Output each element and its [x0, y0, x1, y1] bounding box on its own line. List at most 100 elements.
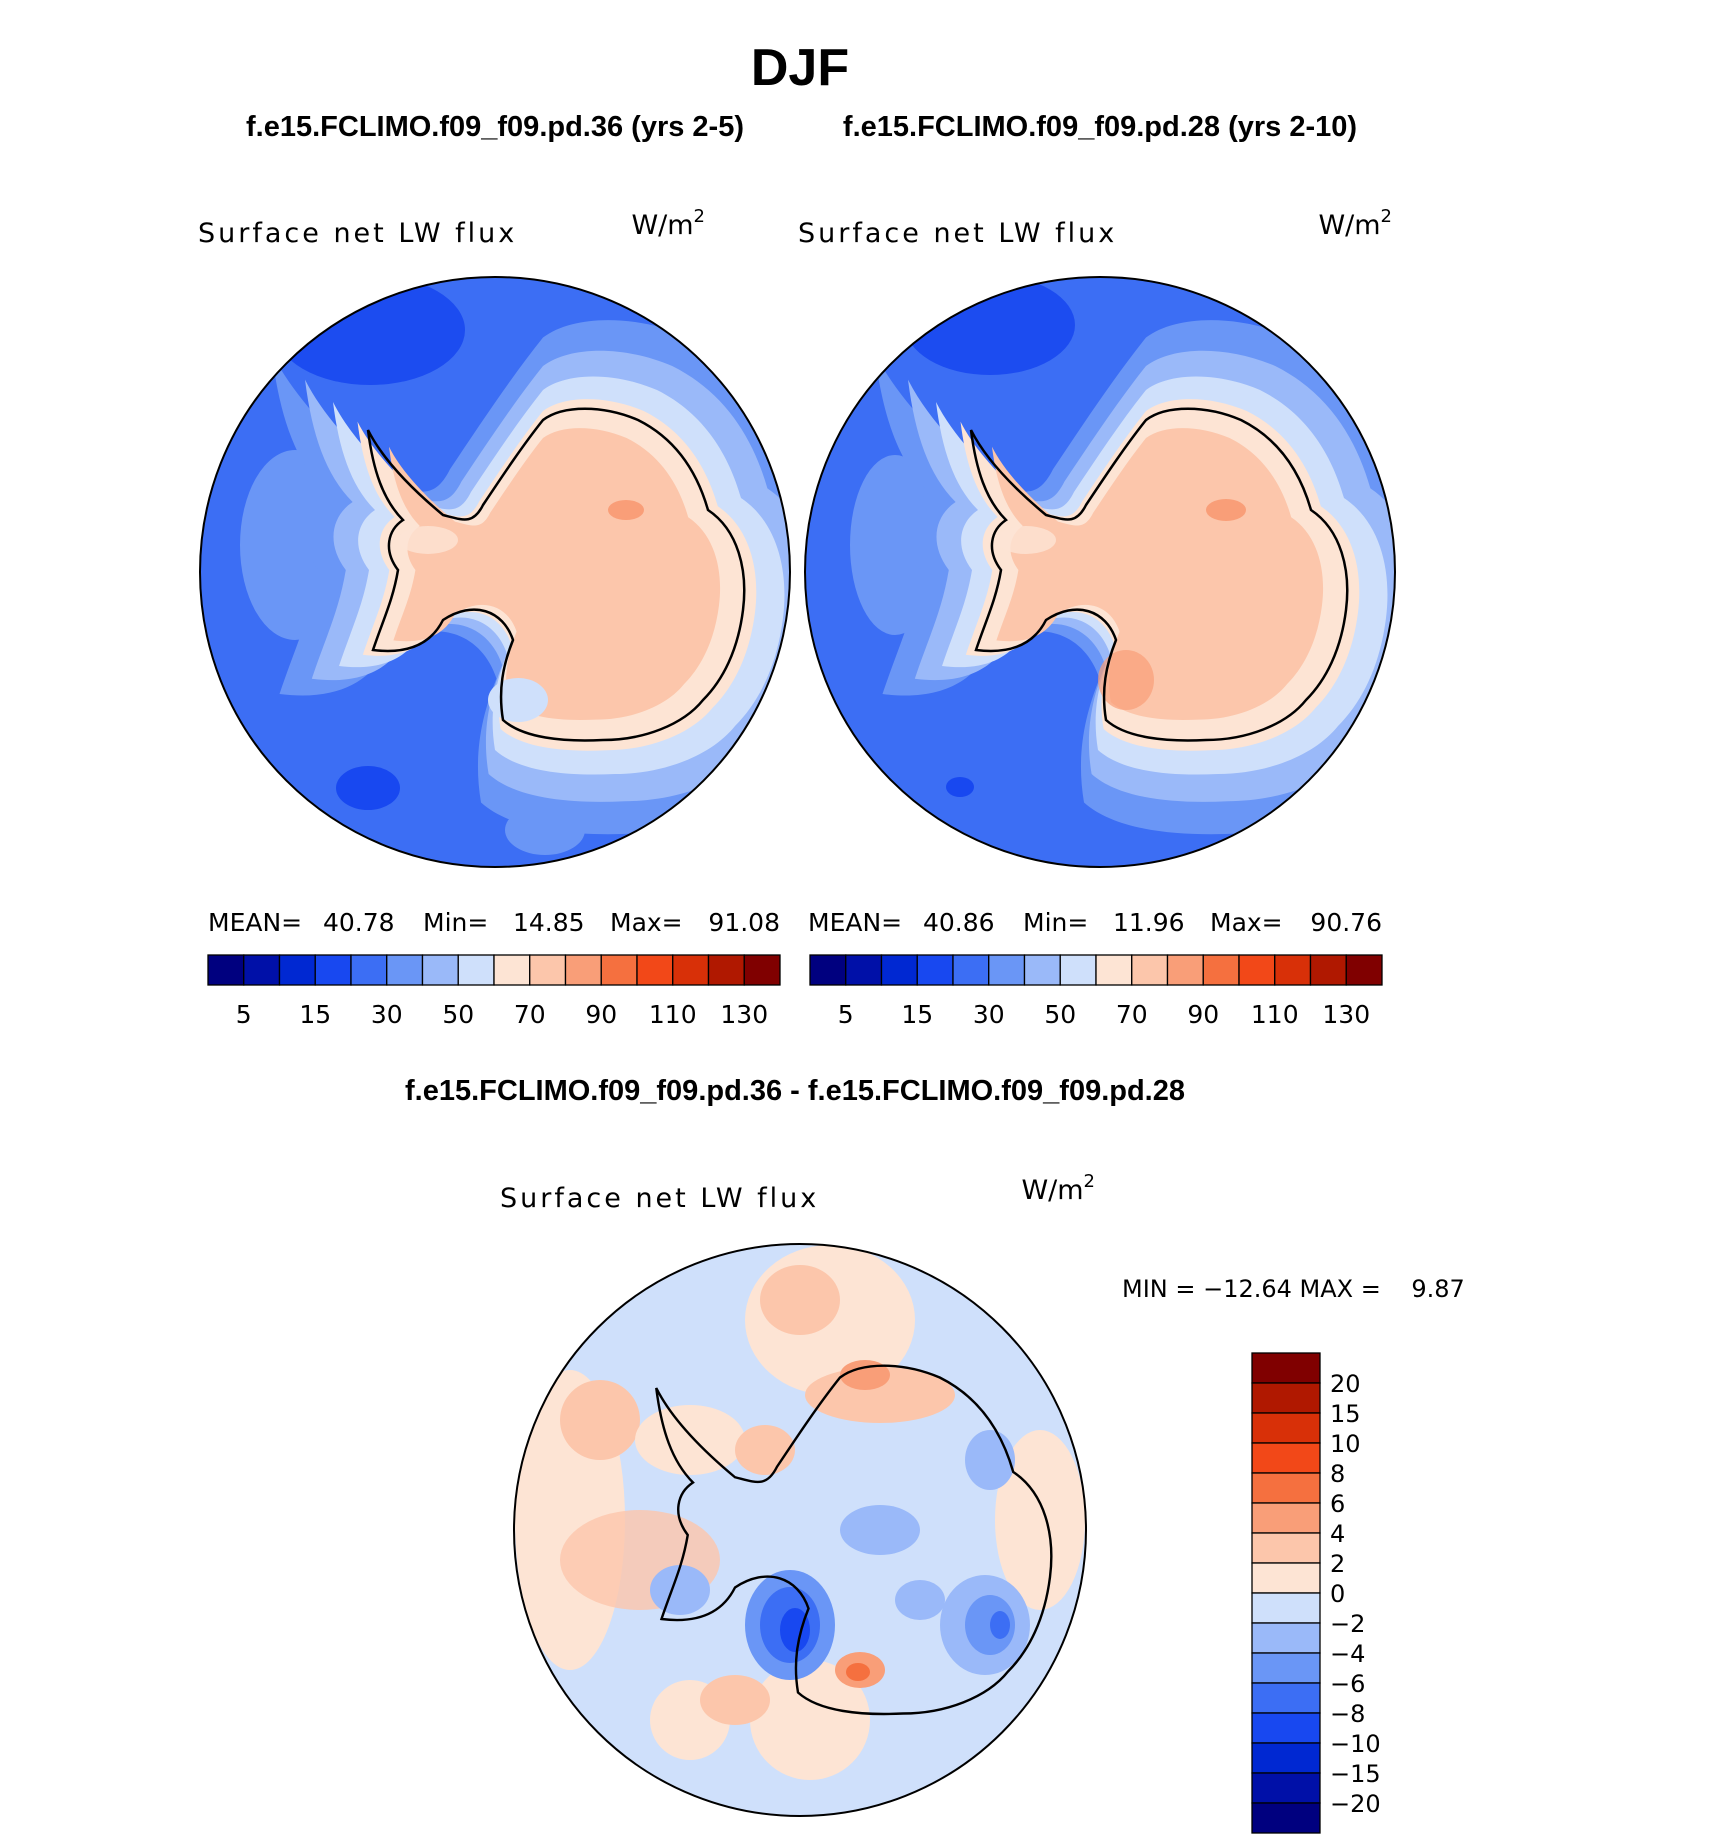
panel-b-colorbar-tick-label: 15 [901, 1000, 933, 1029]
panel-b-colorbar-swatch [809, 954, 847, 986]
panel-a-colorbar-tick-label: 130 [720, 1000, 768, 1029]
panel-b-colorbar-tick-label: 90 [1187, 1000, 1219, 1029]
panel-diff-case-title: f.e15.FCLIMO.f09_f09.pd.36 - f.e15.FCLIM… [405, 1075, 1185, 1107]
panel-diff-colorbar-tick-label: −15 [1330, 1760, 1381, 1788]
panel-a-colorbar-swatch [207, 954, 245, 986]
panel-b-colorbar-swatch [988, 954, 1026, 986]
panel-b-colorbar-tick-label: 130 [1322, 1000, 1370, 1029]
panel-b-map-border [804, 276, 1396, 868]
panel-diff-colorbar-swatch [1251, 1502, 1321, 1534]
panel-diff-colorbar-tick-label: −4 [1330, 1640, 1365, 1668]
panel-a-colorbar-tick-label: 70 [514, 1000, 546, 1029]
panel-diff-colorbar-swatch [1251, 1772, 1321, 1804]
panel-diff-colorbar-tick-label: 15 [1330, 1400, 1361, 1428]
panel-diff-colorbar-swatch [1251, 1652, 1321, 1684]
panel-diff-colorbar-tick-label: 10 [1330, 1430, 1361, 1458]
panel-b-colorbar-swatch [880, 954, 918, 986]
panel-diff-map-border [513, 1243, 1087, 1817]
panel-b-colorbar-swatch [1095, 954, 1133, 986]
panel-diff-colorbar-swatch [1251, 1712, 1321, 1744]
panel-b-colorbar-tick-label: 70 [1116, 1000, 1148, 1029]
panel-a-map-border [199, 276, 791, 868]
panel-diff: f.e15.FCLIMO.f09_f09.pd.36 - f.e15.FCLIM… [405, 1075, 1465, 1834]
figure-title: DJF [751, 39, 849, 97]
panel-diff-colorbar-tick-label: −10 [1330, 1730, 1381, 1758]
panel-b-colorbar-swatch [1345, 954, 1383, 986]
panel-b-mean-label: MEAN= [808, 908, 902, 937]
panel-b-colorbar-swatch [952, 954, 990, 986]
panel-diff-colorbar-tick-label: −6 [1330, 1670, 1365, 1698]
panel-a-colorbar-swatch [707, 954, 745, 986]
panel-b-colorbar-tick-label: 110 [1251, 1000, 1299, 1029]
panel-diff-colorbar-tick-label: −2 [1330, 1610, 1365, 1638]
panel-b-colorbar-swatch [1166, 954, 1204, 986]
panel-a-colorbar-swatch [421, 954, 459, 986]
panel-diff-colorbar-swatch [1251, 1352, 1321, 1384]
panel-b-colorbar-swatch [1059, 954, 1097, 986]
panel-b-colorbar-tick-label: 30 [973, 1000, 1005, 1029]
panel-a-colorbar-tick-label: 5 [236, 1000, 252, 1029]
panel-b-colorbar-swatch [1238, 954, 1276, 986]
panel-diff-colorbar-tick-label: 8 [1330, 1460, 1345, 1488]
panel-a-colorbar-swatch [564, 954, 602, 986]
panel-a-colorbar-swatch [314, 954, 352, 986]
panel-b-colorbar-swatch [1274, 954, 1312, 986]
panel-a-colorbar: 5 15 30 50 70 90 110 130 [207, 954, 781, 1029]
panel-b-colorbar-tick-label: 5 [838, 1000, 854, 1029]
panel-b-case-title: f.e15.FCLIMO.f09_f09.pd.28 (yrs 2-10) [843, 111, 1357, 143]
panel-a-colorbar-swatch [636, 954, 674, 986]
panel-a-colorbar-swatch [350, 954, 388, 986]
panel-a-colorbar-swatch [600, 954, 638, 986]
panel-a-units: W/m2 [631, 206, 705, 241]
panel-a-field-label: Surface net LW flux [198, 218, 517, 249]
panel-a-map [200, 277, 790, 867]
panel-b-colorbar-swatch [1202, 954, 1240, 986]
panel-a-mean-value: 40.78 [323, 908, 395, 937]
panel-b-min-label: Min= [1023, 908, 1088, 937]
panel-diff-map [514, 1244, 1086, 1816]
panel-b-colorbar-tick-label: 50 [1044, 1000, 1076, 1029]
panel-b-colorbar: 5 15 30 50 70 90 110 130 [809, 954, 1383, 1029]
panel-diff-colorbar-swatch [1251, 1742, 1321, 1774]
panel-a-max-label: Max= [610, 908, 683, 937]
panel-diff-colorbar-tick-label: 6 [1330, 1490, 1345, 1518]
panel-diff-colorbar-swatch [1251, 1802, 1321, 1834]
panel-b-colorbar-swatch [845, 954, 883, 986]
panel-diff-colorbar-tick-label: 2 [1330, 1550, 1345, 1578]
panel-diff-minmax: MIN = −12.64 MAX = 9.87 [1122, 1275, 1465, 1303]
panel-a-mean-label: MEAN= [208, 908, 302, 937]
panel-a-colorbar-tick-label: 50 [442, 1000, 474, 1029]
panel-b-colorbar-swatch [1131, 954, 1169, 986]
panel-a-case-title: f.e15.FCLIMO.f09_f09.pd.36 (yrs 2-5) [246, 111, 744, 143]
panel-diff-colorbar-swatch [1251, 1472, 1321, 1504]
panel-diff-colorbar-swatch [1251, 1682, 1321, 1714]
panel-a-colorbar-tick-label: 30 [371, 1000, 403, 1029]
panel-a-min-value: 14.85 [513, 908, 585, 937]
panel-a-colorbar-swatch [243, 954, 281, 986]
panel-diff-units: W/m2 [1021, 1171, 1095, 1206]
panel-b-max-value: 90.76 [1310, 908, 1382, 937]
panel-diff-colorbar-tick-label: 0 [1330, 1580, 1345, 1608]
panel-a-colorbar-tick-label: 110 [649, 1000, 697, 1029]
panel-a-min-label: Min= [423, 908, 488, 937]
panel-diff-colorbar-tick-label: 4 [1330, 1520, 1345, 1548]
panel-a-colorbar-tick-label: 15 [299, 1000, 331, 1029]
panel-b-mean-value: 40.86 [923, 908, 995, 937]
panel-a: Surface net LW flux W/m2 MEAN= 40. [198, 206, 791, 1029]
panel-diff-colorbar-tick-label: −8 [1330, 1700, 1365, 1728]
panel-diff-colorbar-swatch [1251, 1592, 1321, 1624]
panel-b-map [805, 277, 1395, 867]
panel-diff-colorbar-tick-label: 20 [1330, 1370, 1361, 1398]
panel-a-colorbar-swatch [493, 954, 531, 986]
panel-b-field-label: Surface net LW flux [798, 218, 1117, 249]
panel-a-colorbar-swatch [743, 954, 781, 986]
panel-b: Surface net LW flux W/m2 MEAN= 40.86 Min… [798, 206, 1396, 1029]
panel-diff-field-label: Surface net LW flux [500, 1183, 819, 1214]
panel-diff-colorbar-swatch [1251, 1622, 1321, 1654]
panel-a-colorbar-swatch [278, 954, 316, 986]
panel-diff-colorbar-swatch [1251, 1412, 1321, 1444]
panel-diff-colorbar-tick-label: −20 [1330, 1790, 1381, 1818]
panel-a-max-value: 91.08 [708, 908, 780, 937]
